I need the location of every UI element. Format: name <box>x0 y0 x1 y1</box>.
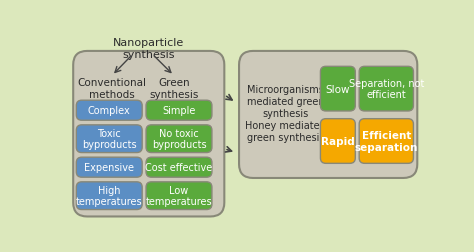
FancyBboxPatch shape <box>73 52 224 217</box>
Text: Simple: Simple <box>162 106 196 116</box>
Text: Cost effective: Cost effective <box>146 163 213 173</box>
FancyBboxPatch shape <box>359 119 413 164</box>
FancyBboxPatch shape <box>76 158 142 177</box>
FancyBboxPatch shape <box>76 101 142 121</box>
FancyBboxPatch shape <box>146 158 212 177</box>
Text: Toxic
byproducts: Toxic byproducts <box>82 128 137 150</box>
FancyBboxPatch shape <box>146 182 212 210</box>
Text: Conventional
methods: Conventional methods <box>77 78 146 99</box>
Text: Complex: Complex <box>88 106 131 116</box>
FancyBboxPatch shape <box>239 52 417 178</box>
Text: Efficient
separation: Efficient separation <box>355 131 418 152</box>
Text: Expensive: Expensive <box>84 163 134 173</box>
Text: No toxic
byproducts: No toxic byproducts <box>152 128 206 150</box>
FancyBboxPatch shape <box>359 67 413 112</box>
FancyBboxPatch shape <box>76 125 142 153</box>
FancyBboxPatch shape <box>320 119 356 164</box>
Text: Green
synthesis: Green synthesis <box>149 78 199 99</box>
FancyBboxPatch shape <box>320 67 356 112</box>
Text: Nanoparticle
synthesis: Nanoparticle synthesis <box>113 38 184 59</box>
Text: Microorganisms
mediated green
synthesis
Honey mediated
green synthesis: Microorganisms mediated green synthesis … <box>245 85 326 142</box>
FancyBboxPatch shape <box>146 125 212 153</box>
Text: Slow: Slow <box>326 84 350 94</box>
Text: Separation, not
efficient: Separation, not efficient <box>348 79 424 100</box>
FancyBboxPatch shape <box>146 101 212 121</box>
FancyBboxPatch shape <box>76 182 142 210</box>
Text: High
temperatures: High temperatures <box>76 185 143 207</box>
Text: Rapid: Rapid <box>321 137 355 146</box>
Text: Low
temperatures: Low temperatures <box>146 185 212 207</box>
